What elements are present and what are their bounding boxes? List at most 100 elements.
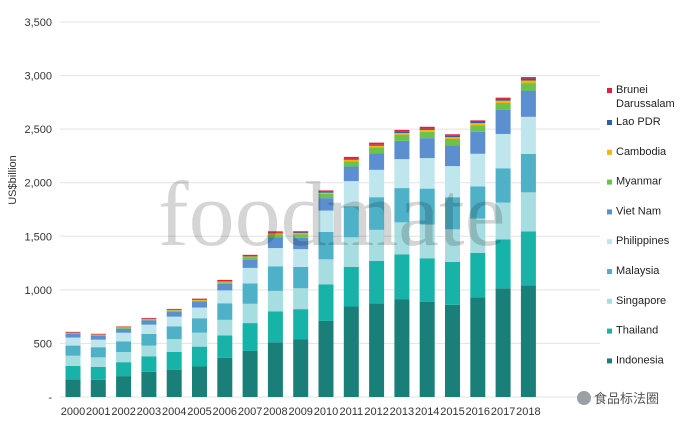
bar-segment — [293, 237, 309, 250]
bar-segment — [65, 379, 81, 397]
bar-segment — [419, 301, 435, 397]
bar-segment — [65, 331, 81, 333]
bar-segment — [343, 181, 359, 207]
bar-segment — [293, 249, 309, 267]
bar-segment — [217, 319, 233, 336]
bar-segment — [166, 369, 182, 397]
bar-segment — [166, 308, 182, 310]
legend-label: Lao PDR — [616, 116, 661, 128]
legend-label: Brunei Darussalam — [616, 84, 675, 110]
x-tick-label: 2015 — [440, 406, 464, 418]
bar-segment — [267, 248, 283, 267]
legend-label: Indonesia — [616, 354, 665, 366]
legend-swatch — [607, 298, 612, 304]
watermark-badge: 食品标法圈 — [577, 391, 659, 407]
bar-segment — [419, 129, 435, 132]
bar-segment — [495, 133, 511, 169]
x-axis: 2000 2001 2002 2003 2004 2005 2006 2007 2008 2009… — [61, 406, 541, 418]
bar-segment — [520, 77, 536, 79]
bar-segment — [116, 327, 132, 329]
bar-segment — [166, 310, 182, 311]
bar-segment — [217, 357, 233, 397]
bar-segment — [318, 190, 334, 192]
bar-segment — [520, 83, 536, 91]
legend-label: Cambodia — [616, 146, 667, 158]
bar-segment — [166, 311, 182, 317]
bar-segment — [445, 137, 460, 139]
bar-segment — [242, 303, 258, 324]
y-tick-label: 500 — [34, 338, 52, 350]
y-axis-label: US$billion — [7, 155, 19, 205]
legend-label: Viet Nam — [616, 205, 661, 217]
bar-segment — [90, 339, 106, 348]
bar-segment — [495, 288, 511, 397]
y-tick-label: 3,500 — [24, 17, 52, 29]
bar-segment — [520, 231, 536, 286]
bar-segment — [192, 332, 207, 347]
bar-segment — [470, 125, 486, 132]
legend: Brunei Darussalam Lao PDR Cambodia Myanmar Vi… — [607, 84, 675, 366]
bar-segment — [116, 326, 132, 328]
x-tick-label: 2003 — [137, 406, 161, 418]
bar-segment — [242, 259, 258, 268]
bar-segment — [90, 335, 106, 340]
bar-segment — [318, 259, 334, 285]
bar-segment — [217, 281, 233, 283]
bar-segment — [495, 202, 511, 240]
bar-segment — [394, 222, 410, 255]
x-tick-label: 2002 — [111, 406, 135, 418]
bar-segment — [445, 304, 460, 397]
bar-segment — [369, 144, 385, 146]
bar-segment — [166, 339, 182, 352]
bar-segment — [293, 231, 309, 233]
bar-segment — [116, 376, 132, 397]
bar-segment — [192, 301, 207, 308]
bar-segment — [166, 316, 182, 327]
bar-segment — [217, 303, 233, 320]
bar-segment — [166, 352, 182, 370]
bar-segment — [267, 311, 283, 343]
bar-segment — [242, 257, 258, 260]
bar-segment — [293, 232, 309, 234]
bar-segment — [192, 298, 207, 300]
y-tick-label: 3,000 — [24, 71, 52, 83]
bar-segment — [343, 237, 359, 267]
bar-segment — [445, 197, 460, 230]
bar-segment — [318, 192, 334, 194]
bar-segment — [318, 198, 334, 211]
bar-segment — [369, 260, 385, 304]
bar-segment — [445, 145, 460, 167]
bar-segment — [419, 138, 435, 159]
bar-segment — [192, 300, 207, 301]
x-tick-label: 2016 — [466, 406, 490, 418]
bar-segment — [394, 140, 410, 160]
x-tick-label: 2018 — [516, 406, 540, 418]
y-tick-label: 2,000 — [24, 178, 52, 190]
bar-segment — [520, 80, 536, 84]
legend-swatch — [607, 149, 612, 155]
bar-segment — [394, 134, 410, 141]
bar-segment — [192, 307, 207, 319]
bar-segment — [217, 279, 233, 282]
bar-segment — [293, 234, 309, 238]
x-tick-label: 2006 — [213, 406, 237, 418]
x-tick-label: 2012 — [364, 406, 388, 418]
bar-segment — [65, 333, 81, 334]
bar-segment — [267, 231, 283, 233]
bar-segment — [394, 254, 410, 300]
bar-segment — [192, 300, 207, 302]
bar-segment — [343, 266, 359, 307]
bar-segment — [166, 310, 182, 312]
bar-segment — [90, 367, 106, 380]
x-tick-label: 2014 — [415, 406, 439, 418]
bar-segment — [369, 303, 385, 397]
legend-swatch — [607, 239, 612, 245]
bar-segment — [343, 206, 359, 238]
bar-segment — [520, 192, 536, 232]
bar-segment — [90, 333, 106, 335]
bar-segment — [242, 283, 258, 304]
bar-segment — [369, 229, 385, 261]
bar-segment — [141, 318, 157, 320]
bar-segment — [65, 365, 81, 380]
x-tick-label: 2001 — [86, 406, 110, 418]
